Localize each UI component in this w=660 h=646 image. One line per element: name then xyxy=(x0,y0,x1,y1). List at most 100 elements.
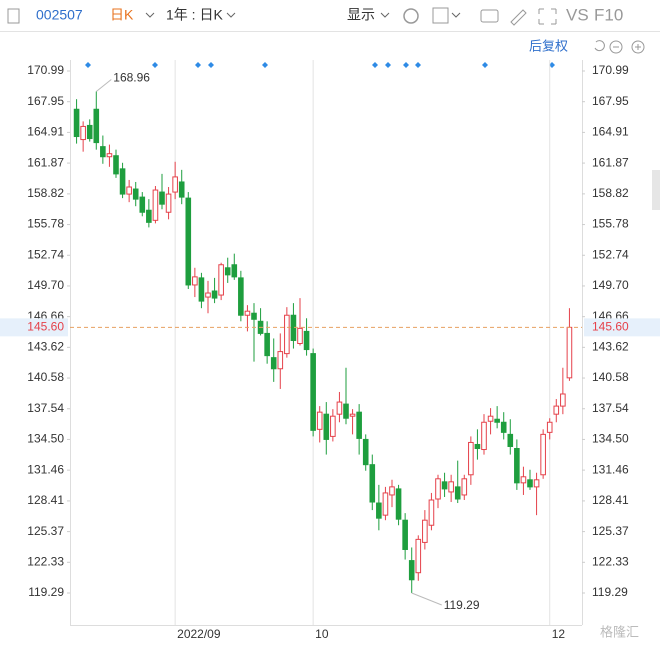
adjust[interactable]: 后复权 xyxy=(529,38,568,53)
y-tick-label: 164.91 xyxy=(27,125,64,139)
y2-tick-label: 137.54 xyxy=(592,401,629,415)
price-badge xyxy=(584,318,660,337)
candle-body xyxy=(264,332,270,357)
candle-body xyxy=(382,492,389,516)
candle-body xyxy=(468,441,474,476)
candle-body xyxy=(93,108,100,144)
y2-tick-label: 152.74 xyxy=(592,247,629,261)
candle-body xyxy=(270,357,277,370)
settings-icon[interactable] xyxy=(403,8,419,24)
candle-body xyxy=(198,277,205,302)
candle-body xyxy=(415,538,422,574)
candle-body xyxy=(231,264,238,278)
menu-icon[interactable] xyxy=(7,8,20,24)
expand-icon[interactable] xyxy=(538,8,557,25)
y2-tick-label: 125.37 xyxy=(592,524,629,538)
candle-body xyxy=(297,327,303,345)
y2-tick-label: 158.82 xyxy=(592,186,629,200)
candle-body xyxy=(494,418,500,423)
candle-body xyxy=(474,443,481,450)
x-tick-label: 12 xyxy=(552,627,566,641)
candle-body xyxy=(73,108,80,138)
chevron[interactable] xyxy=(451,12,461,18)
chevron[interactable] xyxy=(380,12,390,18)
y-tick-label: 152.74 xyxy=(27,247,64,261)
candle-body xyxy=(520,476,527,484)
candle-body xyxy=(362,438,369,466)
candle-body xyxy=(284,314,290,355)
candle-body xyxy=(290,314,297,341)
y2-tick-label: 143.62 xyxy=(592,340,629,354)
y2-tick-label: 164.91 xyxy=(592,125,629,139)
y2-tick-label: 170.99 xyxy=(592,63,629,77)
undo-icon[interactable] xyxy=(594,40,605,52)
candle-body xyxy=(310,353,316,431)
candle-body xyxy=(336,401,343,415)
y-tick-label: 170.99 xyxy=(27,63,64,77)
candle-body xyxy=(369,464,376,503)
f10[interactable]: F10 xyxy=(594,5,623,24)
x-tick-label: 10 xyxy=(315,627,329,641)
candle-body xyxy=(533,479,540,488)
candle-body xyxy=(106,153,113,158)
candle-body xyxy=(178,181,185,198)
candle-body xyxy=(376,502,382,519)
candle-body xyxy=(113,155,119,175)
vs[interactable]: VS xyxy=(566,5,589,24)
stock-code[interactable]: 002507 xyxy=(36,7,83,23)
watermark: 格隆汇 xyxy=(600,624,639,639)
zoom-in-cross xyxy=(635,44,641,50)
box-icon[interactable] xyxy=(432,7,449,24)
candle-body xyxy=(172,176,178,193)
zoom-out[interactable] xyxy=(609,40,623,54)
candle-body xyxy=(139,196,146,213)
y2-tick-label: 167.95 xyxy=(592,94,629,108)
candle-body xyxy=(422,519,428,543)
candle-body xyxy=(540,433,546,476)
chevron[interactable] xyxy=(226,12,236,18)
min-pointer xyxy=(411,592,442,606)
candle-body xyxy=(218,264,224,296)
candle-body xyxy=(402,519,408,550)
y2-tick-label: 134.50 xyxy=(592,432,629,446)
candle-body xyxy=(192,276,198,286)
price-label: 145.60 xyxy=(27,320,64,334)
camera-icon[interactable] xyxy=(480,9,499,23)
y-tick-label: 167.95 xyxy=(27,94,64,108)
candle-body xyxy=(251,312,257,320)
candle-body xyxy=(211,290,218,299)
range[interactable]: 1年 : 日K xyxy=(166,7,223,23)
chevron[interactable] xyxy=(145,12,155,18)
price-badge xyxy=(0,318,68,337)
candle-body xyxy=(277,351,284,370)
candle-body xyxy=(323,413,330,440)
candle-body xyxy=(356,411,362,439)
candle-body xyxy=(132,188,139,200)
candle-body xyxy=(527,479,533,488)
y-tick-label: 161.87 xyxy=(27,155,64,169)
candle-body xyxy=(435,478,441,500)
candle-body xyxy=(165,193,172,213)
candle-body xyxy=(481,421,487,451)
pen-icon[interactable] xyxy=(510,9,527,26)
candle-body xyxy=(514,448,520,484)
y-tick-label: 143.62 xyxy=(27,340,64,354)
side-tab[interactable] xyxy=(652,170,660,210)
zoom-in[interactable] xyxy=(631,40,645,54)
candle-body xyxy=(119,168,126,195)
y-tick-label: 125.37 xyxy=(27,524,64,538)
candle-body xyxy=(244,310,251,316)
candle-body xyxy=(100,146,106,158)
candle-body xyxy=(80,125,86,141)
y-tick-label: 131.46 xyxy=(27,462,64,476)
candle-body xyxy=(461,478,468,496)
candle-body xyxy=(389,486,395,496)
display[interactable]: 显示 xyxy=(347,7,375,23)
y2-tick-label: 140.58 xyxy=(592,370,629,384)
candle-body xyxy=(507,433,514,447)
period[interactable]: 日K xyxy=(110,7,134,23)
y-tick-label: 128.41 xyxy=(27,493,64,507)
candle-body xyxy=(566,326,573,379)
candle-body xyxy=(146,209,152,223)
y-tick-label: 137.54 xyxy=(27,401,64,415)
